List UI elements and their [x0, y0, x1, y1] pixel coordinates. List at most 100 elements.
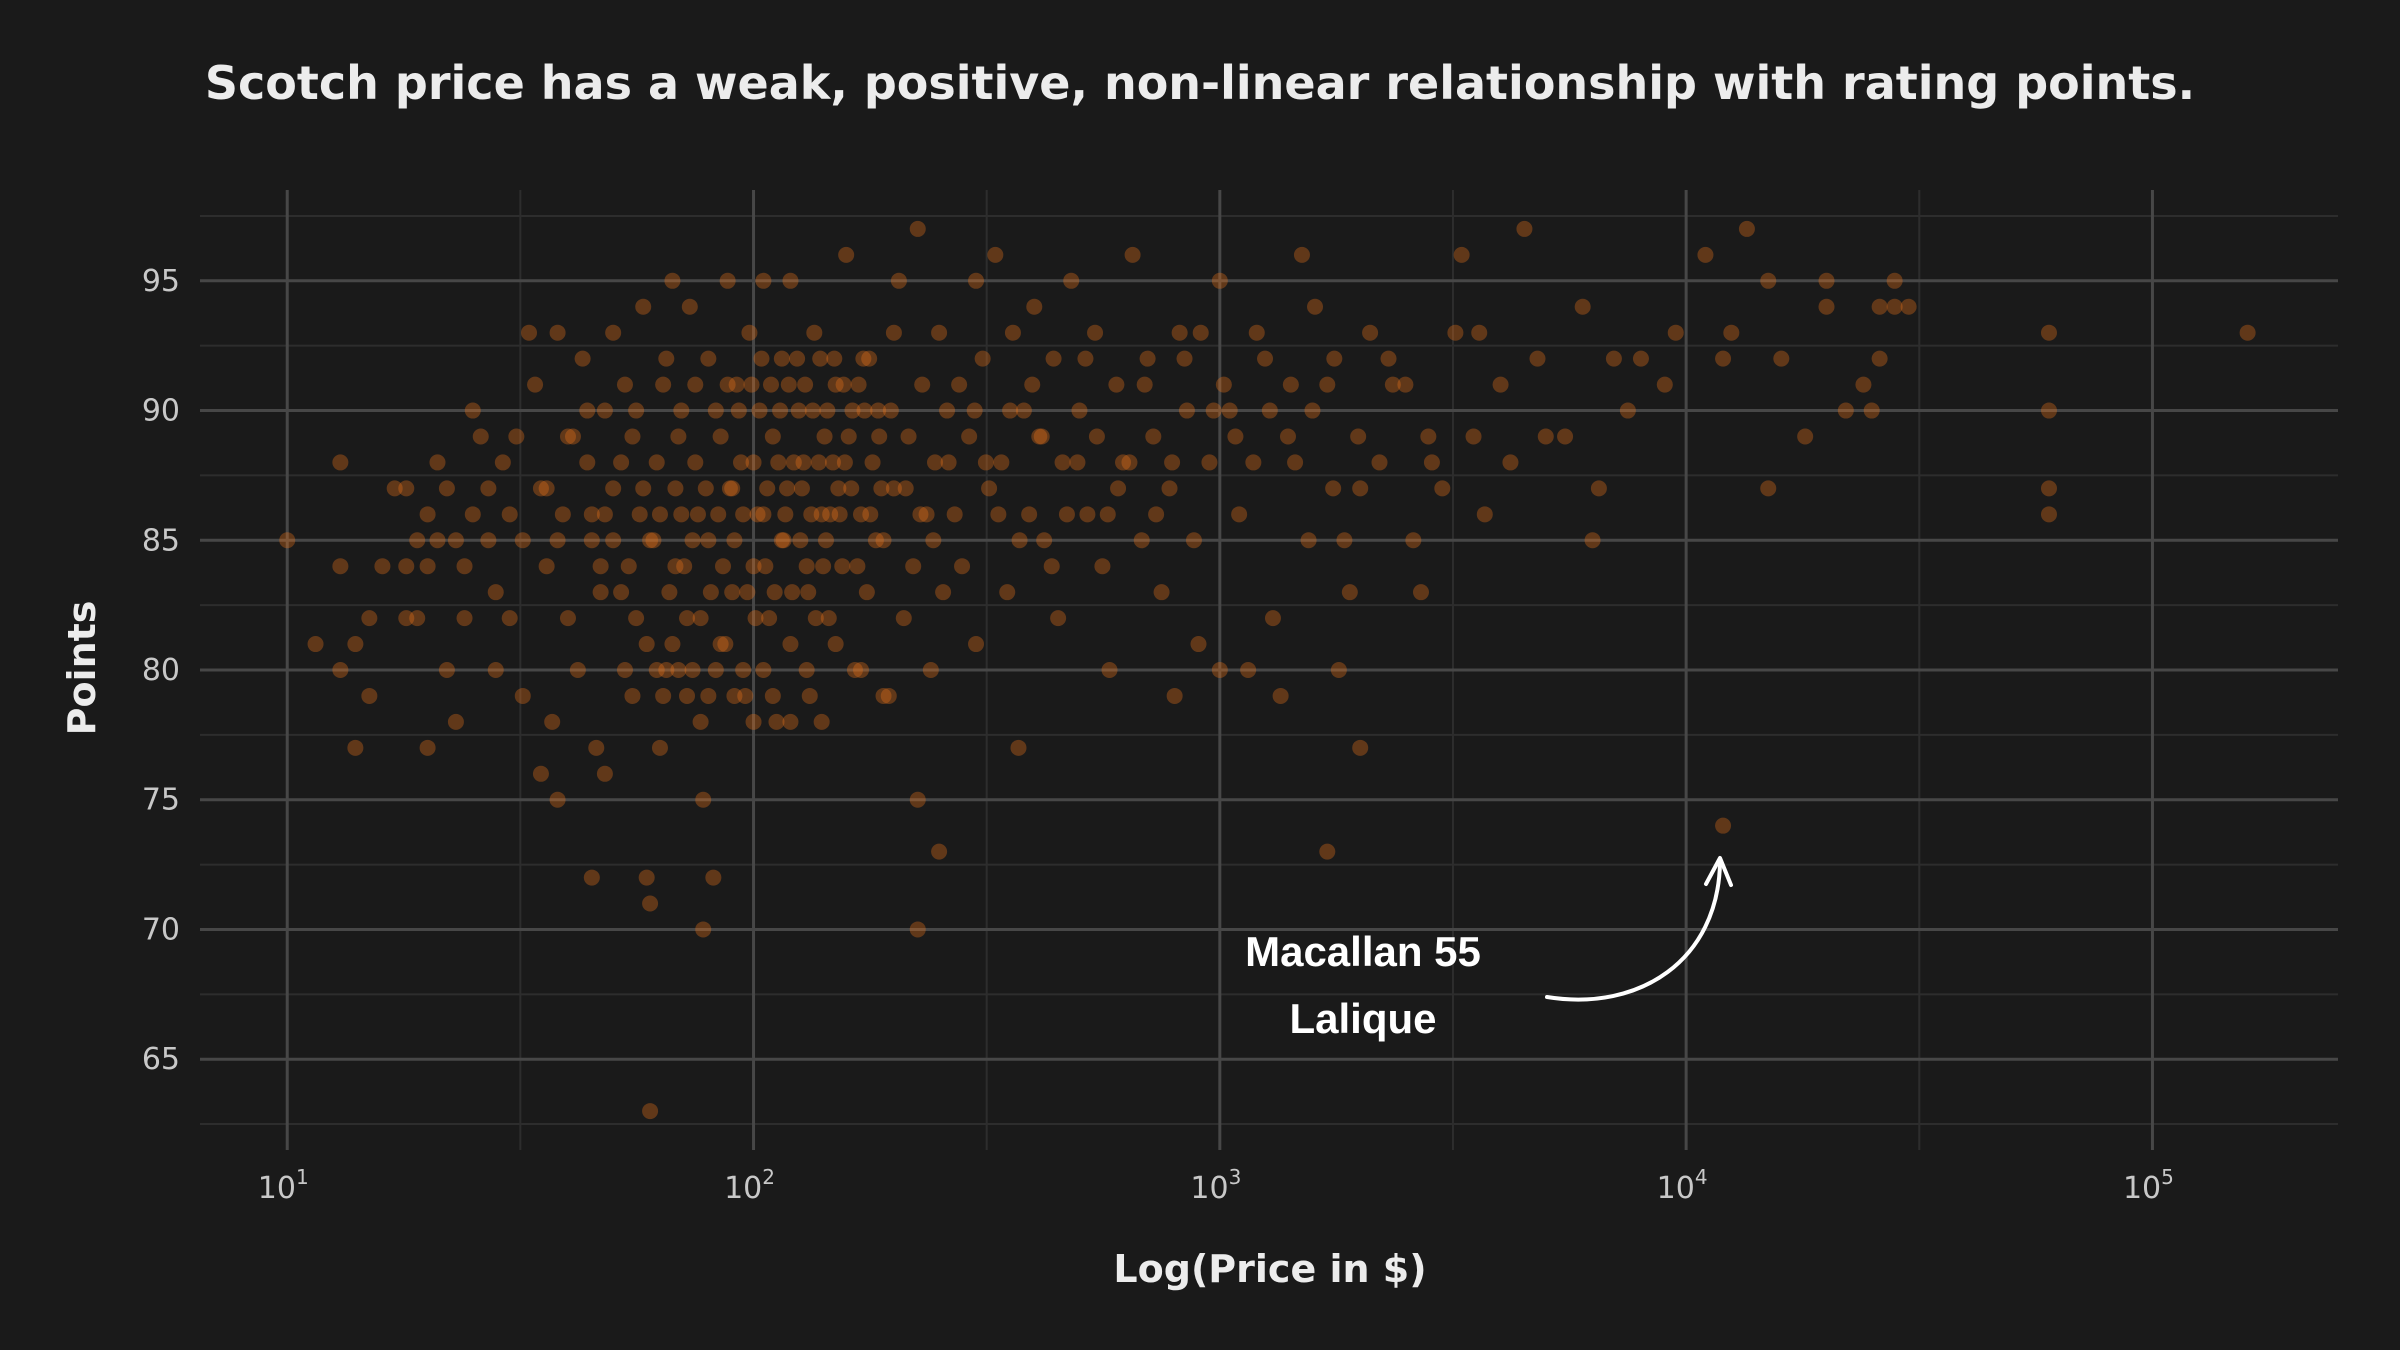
data-point	[1384, 376, 1401, 393]
data-point	[815, 558, 832, 575]
data-point	[559, 428, 576, 445]
data-point	[890, 272, 907, 289]
data-point	[501, 610, 518, 627]
data-point	[1133, 532, 1150, 549]
data-point	[1036, 532, 1053, 549]
data-point	[613, 584, 630, 601]
data-point	[1164, 454, 1181, 471]
x-tick-label: 102	[724, 1165, 775, 1206]
data-point	[456, 610, 473, 627]
data-point	[279, 532, 296, 549]
data-point	[438, 662, 455, 678]
data-point	[409, 532, 426, 549]
data-point	[635, 298, 652, 315]
data-point	[806, 324, 823, 341]
data-point	[1099, 506, 1116, 523]
data-point	[785, 454, 802, 471]
data-point	[826, 350, 843, 367]
data-point	[719, 376, 736, 393]
data-point	[1590, 480, 1607, 497]
data-point	[764, 687, 781, 704]
x-tick-label: 103	[1190, 1165, 1241, 1206]
data-point	[849, 558, 866, 575]
data-point	[687, 376, 704, 393]
data-point	[775, 532, 792, 549]
data-point	[1004, 324, 1021, 341]
data-point	[661, 584, 678, 601]
data-point	[875, 687, 892, 704]
data-point	[735, 662, 752, 678]
data-point	[398, 558, 415, 575]
data-point	[684, 662, 701, 678]
data-point	[1088, 428, 1105, 445]
data-point	[827, 376, 844, 393]
data-point	[1124, 246, 1141, 263]
data-point	[1352, 480, 1369, 497]
data-point	[447, 713, 464, 730]
data-point	[1015, 402, 1032, 419]
data-point	[549, 791, 566, 808]
data-point	[741, 324, 758, 341]
data-point	[707, 402, 724, 419]
data-point	[574, 350, 591, 367]
y-tick-label: 90	[142, 394, 180, 429]
data-point	[1797, 428, 1814, 445]
data-point	[1855, 376, 1872, 393]
data-point	[670, 428, 687, 445]
data-point	[480, 532, 497, 549]
data-point	[961, 428, 978, 445]
data-point	[456, 558, 473, 575]
data-point	[1818, 298, 1835, 315]
data-point	[538, 480, 555, 497]
data-point	[579, 402, 596, 419]
data-point	[692, 713, 709, 730]
data-point	[739, 584, 756, 601]
data-point	[620, 558, 637, 575]
data-point	[514, 532, 531, 549]
data-point	[918, 506, 935, 523]
data-point	[673, 402, 690, 419]
data-point	[1033, 428, 1050, 445]
data-point	[900, 428, 917, 445]
data-point	[931, 324, 948, 341]
data-point	[789, 350, 806, 367]
major-grid	[200, 190, 2338, 1150]
data-point	[813, 713, 830, 730]
annotation-arrow	[1545, 861, 1722, 1002]
data-point	[753, 350, 770, 367]
data-point	[438, 480, 455, 497]
data-point	[843, 480, 860, 497]
minor-grid	[200, 190, 2338, 1150]
data-point	[728, 376, 745, 393]
data-point	[745, 558, 762, 575]
chart-title: Scotch price has a weak, positive, non-l…	[205, 56, 2195, 110]
data-point	[508, 428, 525, 445]
data-point	[1272, 687, 1289, 704]
data-point	[773, 350, 790, 367]
data-point	[655, 687, 672, 704]
data-point	[664, 272, 681, 289]
data-point	[1071, 402, 1088, 419]
data-point	[735, 506, 752, 523]
data-point	[1166, 687, 1183, 704]
y-tick-label: 85	[142, 523, 180, 558]
data-point	[596, 402, 613, 419]
data-point	[1371, 454, 1388, 471]
data-point	[651, 506, 668, 523]
data-point	[852, 662, 869, 678]
data-point	[658, 662, 675, 678]
data-point	[827, 636, 844, 653]
data-point	[361, 687, 378, 704]
data-point	[714, 558, 731, 575]
data-point	[861, 350, 878, 367]
data-point	[1341, 584, 1358, 601]
data-point	[724, 480, 741, 497]
data-point	[766, 584, 783, 601]
data-point	[1045, 350, 1062, 367]
data-point	[1215, 376, 1232, 393]
data-point	[1136, 376, 1153, 393]
data-point	[1054, 454, 1071, 471]
data-point	[822, 506, 839, 523]
data-point	[624, 687, 641, 704]
